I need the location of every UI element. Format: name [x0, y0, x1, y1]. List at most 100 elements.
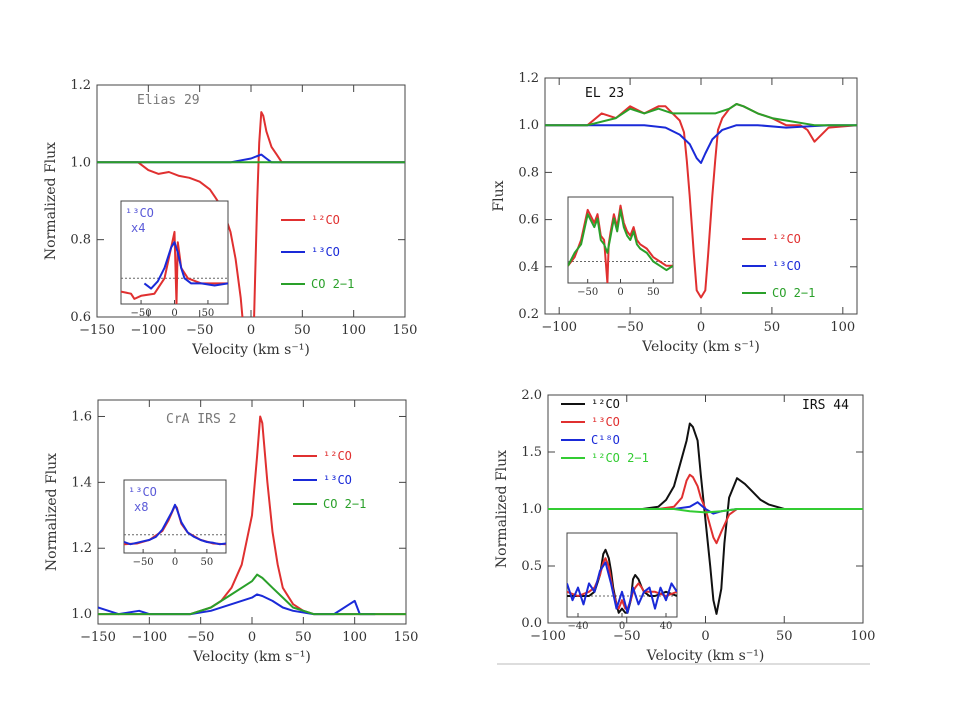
x-tick-label: 100: [830, 320, 855, 335]
legend-entry: ¹²CO: [591, 397, 620, 411]
legend-entry: ¹²CO: [323, 449, 352, 463]
chart-title: IRS 44: [802, 398, 849, 413]
inset-label: x8: [134, 500, 148, 514]
x-tick-label: −50: [616, 320, 643, 335]
x-axis-label: Velocity (km s⁻¹): [646, 648, 765, 664]
y-tick-label: 1.0: [521, 502, 542, 517]
y-tick-label: 0.2: [518, 307, 539, 322]
x-axis-label: Velocity (km s⁻¹): [641, 339, 760, 355]
inset-x-tick-label: 50: [201, 557, 214, 568]
x-tick-label: 0: [247, 323, 255, 338]
chart-panel-1: −150 −100 −50 0 50 100 150 0.6 0.8 1.0 1.2 Velocity…: [43, 78, 417, 358]
y-axis-label: Flux: [491, 180, 507, 211]
y-tick-label: 0.4: [518, 260, 539, 275]
series-line-1: [545, 103, 857, 299]
inset-series-line-3: [567, 561, 677, 614]
inset-plot: −40 0 40: [566, 532, 678, 632]
x-tick-label: 100: [341, 323, 366, 338]
y-tick-label: 1.0: [518, 118, 539, 133]
x-tick-label: 0: [697, 320, 705, 335]
chart-title: CrA IRS 2: [166, 412, 236, 427]
x-tick-label: −100: [530, 629, 566, 644]
inset-x-tick-label: 0: [617, 287, 623, 298]
legend-entry: C¹⁸O: [591, 433, 620, 447]
legend-entry: ¹³CO: [323, 473, 352, 487]
x-tick-label: −50: [186, 323, 213, 338]
series-line-4: [548, 508, 863, 514]
x-tick-label: −150: [80, 630, 116, 645]
inset-x-tick-label: 40: [660, 621, 673, 632]
x-tick-label: 50: [764, 320, 781, 335]
y-tick-label: 1.2: [70, 78, 91, 93]
y-tick-label: 1.0: [71, 607, 92, 622]
inset-series-line-2: [143, 241, 228, 290]
y-tick-label: 0.8: [518, 165, 539, 180]
chart-panel-3: −150 −100 −50 0 50 100 150 1.0 1.2 1.4 1.6 Velocity…: [44, 399, 419, 665]
inset-x-tick-label: −40: [567, 621, 588, 632]
inset-series-line-1: [121, 230, 228, 304]
x-tick-label: 100: [342, 630, 367, 645]
chart-panel-2: −100 −50 0 50 100 0.2 0.4 0.6 0.8 1.0 1.2 Velocity …: [491, 71, 858, 355]
inset-x-tick-label: 0: [172, 557, 178, 568]
y-tick-label: 1.6: [71, 409, 92, 424]
legend-entry: ¹²CO: [772, 232, 801, 246]
x-tick-label: 0: [248, 630, 256, 645]
y-tick-label: 1.4: [71, 475, 92, 490]
series-line-2: [545, 124, 857, 164]
y-tick-label: 0.0: [521, 616, 542, 631]
legend-entry: CO 2−1: [772, 286, 815, 300]
inset-x-tick-label: 0: [619, 621, 625, 632]
y-tick-label: 1.2: [518, 71, 539, 86]
y-tick-label: 1.2: [71, 541, 92, 556]
inset-x-tick-label: −50: [577, 287, 598, 298]
x-tick-label: 0: [701, 629, 709, 644]
y-tick-label: 0.6: [70, 310, 91, 325]
legend-entry: ¹³CO: [772, 259, 801, 273]
x-tick-label: −50: [613, 629, 640, 644]
inset-x-tick-label: 0: [171, 308, 177, 319]
series-line-1: [548, 422, 863, 615]
x-tick-label: 150: [394, 630, 419, 645]
legend-entry: CO 2−1: [323, 497, 366, 511]
inset-label: ¹³CO: [128, 485, 157, 499]
series-line-1: [97, 111, 405, 317]
legend-entry: ¹³CO: [311, 245, 340, 259]
inset-x-tick-label: −50: [133, 557, 154, 568]
inset-series-line-2: [124, 503, 226, 546]
inset-label: x4: [131, 221, 145, 235]
legend-entry: ¹²CO: [311, 213, 340, 227]
y-axis-label: Normalized Flux: [43, 142, 59, 260]
chart-title: EL 23: [585, 86, 624, 101]
y-tick-label: 1.5: [521, 445, 542, 460]
series-line-2: [98, 593, 376, 616]
x-tick-label: 100: [851, 629, 876, 644]
legend-entry: ¹²CO 2−1: [591, 451, 649, 465]
legend-entry: ¹³CO: [591, 415, 620, 429]
y-tick-label: 0.6: [518, 213, 539, 228]
inset-frame: [566, 532, 678, 618]
x-tick-label: 50: [295, 630, 312, 645]
y-tick-label: 2.0: [521, 388, 542, 403]
x-axis-label: Velocity (km s⁻¹): [192, 649, 311, 665]
x-tick-label: 50: [776, 629, 793, 644]
series-line-2: [97, 153, 405, 164]
inset-label: ¹³CO: [125, 206, 154, 220]
x-tick-label: 50: [294, 323, 311, 338]
x-tick-label: −50: [187, 630, 214, 645]
y-tick-label: 1.0: [70, 155, 91, 170]
inset-x-tick-label: 50: [647, 287, 660, 298]
x-axis-label: Velocity (km s⁻¹): [191, 342, 310, 358]
chart-title: Elias 29: [137, 93, 200, 108]
inset-x-tick-label: 50: [202, 308, 215, 319]
series-line-3: [545, 103, 857, 127]
y-tick-label: 0.8: [70, 233, 91, 248]
y-axis-label: Normalized Flux: [494, 450, 510, 568]
inset-series-line-2: [568, 208, 673, 272]
x-tick-label: −100: [541, 320, 577, 335]
x-tick-label: −100: [130, 323, 166, 338]
inset-x-tick-label: −50: [131, 308, 152, 319]
